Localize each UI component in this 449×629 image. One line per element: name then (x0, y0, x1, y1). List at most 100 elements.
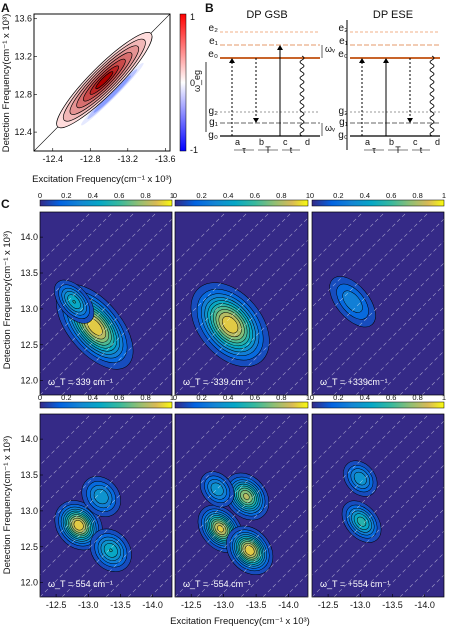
panel-c-colorbar-tick: 0 (38, 191, 42, 200)
panel-a-positive-contour (95, 71, 114, 90)
panel-c-xtick-label: -13.5 (246, 600, 267, 610)
panel-c-diagonal (377, 328, 444, 395)
diagram-header-ese: DP ESE (373, 9, 413, 21)
panel-c-colorbar-tick: 0.2 (61, 393, 71, 402)
panel-c-contour-ring (243, 493, 250, 500)
panel-c-diagonal (127, 350, 172, 395)
panel-c-ylabel-bottom: Detection Frequency(cm⁻¹ x 10³) (2, 436, 13, 575)
panel-c-contour-ring (356, 516, 367, 527)
panel-c-colorbar-tick: 0.2 (61, 191, 71, 200)
panel-c-diagonal (40, 212, 136, 308)
panel-c-diagonal (105, 530, 172, 597)
panel-c-diagonal (83, 508, 172, 597)
panel-c-background (312, 414, 444, 597)
panel-c-colorbar (39, 199, 173, 207)
time-label: T (395, 145, 401, 155)
panel-c-frame (39, 211, 173, 396)
panel-c-colorbar-tick: 1 (442, 393, 446, 402)
panel-c-xtick-label: -13.5 (110, 600, 131, 610)
panel-c-ytick-label: 13.0 (20, 304, 38, 314)
time-letter: d (435, 137, 440, 147)
panel-c-diagonal (40, 442, 172, 576)
panel-c-contours (175, 414, 308, 597)
panel-c-diagonal (312, 414, 430, 532)
panel-c-contour-ring (222, 316, 239, 334)
panel-c-diagonal (83, 306, 172, 395)
panel-c-frame (311, 413, 445, 598)
panel-c-ytick-label: 12.5 (20, 542, 38, 552)
level-label-upper: e₀ (338, 49, 348, 60)
panel-a-negative-contour (87, 69, 138, 120)
panel-c-subplot: 0 0.2 0.4 0.6 0.8 1 ω_T = +554 cm⁻¹ -12.5 -13.0 -… (310, 393, 446, 610)
panel-c-diagonal (175, 419, 308, 554)
diagram-header-gsb: DP GSB (246, 9, 287, 21)
panel-c-diagonal (443, 596, 444, 597)
panel-c-colorbar-tick: 0.2 (333, 191, 343, 200)
panel-c-frame (311, 211, 445, 396)
panel-a-xtick-label: -13.6 (155, 154, 176, 164)
panel-c-frame (174, 413, 309, 598)
panel-c-diagonal (312, 212, 430, 330)
panel-c-diagonal (333, 486, 444, 597)
panel-a-xticks: -12.4 -12.8 -13.2 -13.6 (43, 148, 176, 164)
panel-c-ytick-label: 12.0 (20, 578, 38, 588)
diagram-levels (220, 31, 440, 137)
panel-a-xtick-label: -12.4 (43, 154, 64, 164)
panel-c-xlabel: Excitation Frequency(cm⁻¹ x 10³) (170, 616, 310, 627)
panel-c-colorbar-tick: 0.8 (140, 393, 150, 402)
level-label-lower: g₁ (339, 117, 349, 128)
time-label: t (290, 145, 293, 155)
panel-c-contour-ring (93, 488, 109, 505)
panel-c-colorbar-tick: 1 (306, 191, 310, 200)
arrow-b-head (383, 58, 389, 63)
colorbar-a-tick-1: 1 (190, 12, 195, 22)
panel-a-ytick-label: 13.6 (14, 14, 32, 24)
omega-v-label: ωᵥ (325, 123, 335, 133)
panel-c-diagonal (175, 414, 271, 510)
panel-c-subplot: 0 0.2 0.4 0.6 0.8 1 ω_T = 339 cm⁻¹ 14.0 13.5 13.0… (20, 191, 174, 396)
colorbar-a-tick-m1: -1 (190, 145, 198, 155)
panel-label-b: B (205, 1, 214, 15)
panel-c-colorbar-tick: 0.6 (114, 393, 124, 402)
panel-c-diagonal (40, 212, 158, 330)
panel-c-diagonal (218, 507, 308, 597)
panel-c-diagonal (240, 327, 308, 395)
panel-c-xtick-label: -13.0 (78, 600, 99, 610)
panel-c-colorbar-tick: 1 (170, 191, 174, 200)
panel-c-colorbar-tick: 0.4 (360, 393, 370, 402)
panel-c-contour-ring (353, 471, 367, 486)
panel-c-colorbar-tick: 0 (173, 393, 177, 402)
panel-c-colorbar (311, 401, 445, 409)
panel-c-xtick-label: -12.5 (318, 600, 339, 610)
time-label: t (420, 145, 423, 155)
panel-c-colorbar-tick: 1 (170, 393, 174, 402)
level-label-lower: g₀ (338, 130, 348, 141)
panel-c-contour-ring (73, 520, 84, 531)
panel-c-xtick-label: -14.0 (142, 600, 163, 610)
level-label-lower: g₂ (339, 106, 349, 117)
panel-c-ytick-label: 14.0 (20, 232, 38, 242)
panel-c-diagonal (40, 218, 172, 352)
time-letter: c (413, 137, 418, 147)
panel-c-diagonal (175, 441, 308, 576)
panel-c-diagonal (40, 262, 172, 395)
panel-c-diagonal (312, 240, 444, 374)
panel-c-colorbar-tick: 0.2 (196, 393, 206, 402)
panel-c-ytick-label: 13.5 (20, 268, 38, 278)
panel-c-diagonal (61, 486, 172, 597)
panel-c-colorbar-tick: 0.4 (88, 191, 98, 200)
level-label-lower: g₂ (209, 106, 219, 117)
panel-c-colorbar-tick: 0.8 (276, 191, 286, 200)
panel-c-diagonal (312, 420, 444, 554)
panel-c-colorbar-tick: 0.6 (250, 393, 260, 402)
panel-c-diagonal (312, 414, 408, 510)
panel-c-background (312, 212, 444, 395)
panel-c-grid: 0 0.2 0.4 0.6 0.8 1 ω_T = 339 cm⁻¹ 14.0 13.5 13.0… (20, 191, 446, 610)
panel-c-colorbar-tick: 0.6 (250, 191, 260, 200)
time-letter: a (365, 137, 370, 147)
panel-c-colorbar (39, 401, 173, 409)
level-label-upper: e₂ (339, 23, 349, 34)
panel-a-xtick-label: -13.2 (118, 154, 139, 164)
panel-c-diagonal (312, 262, 444, 395)
level-label-upper: e₀ (208, 49, 218, 60)
